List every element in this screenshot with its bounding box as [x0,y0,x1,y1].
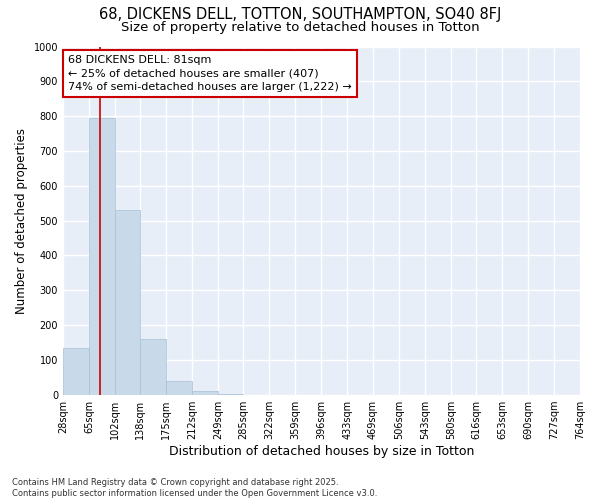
Bar [192,391,218,394]
Bar [166,380,192,394]
Bar [89,118,115,394]
Bar [63,348,89,395]
Text: Size of property relative to detached houses in Totton: Size of property relative to detached ho… [121,21,479,34]
Bar [115,210,140,394]
Bar [140,339,166,394]
Text: Contains HM Land Registry data © Crown copyright and database right 2025.
Contai: Contains HM Land Registry data © Crown c… [12,478,377,498]
Text: 68 DICKENS DELL: 81sqm
← 25% of detached houses are smaller (407)
74% of semi-de: 68 DICKENS DELL: 81sqm ← 25% of detached… [68,55,352,92]
Y-axis label: Number of detached properties: Number of detached properties [15,128,28,314]
X-axis label: Distribution of detached houses by size in Totton: Distribution of detached houses by size … [169,444,474,458]
Text: 68, DICKENS DELL, TOTTON, SOUTHAMPTON, SO40 8FJ: 68, DICKENS DELL, TOTTON, SOUTHAMPTON, S… [99,8,501,22]
